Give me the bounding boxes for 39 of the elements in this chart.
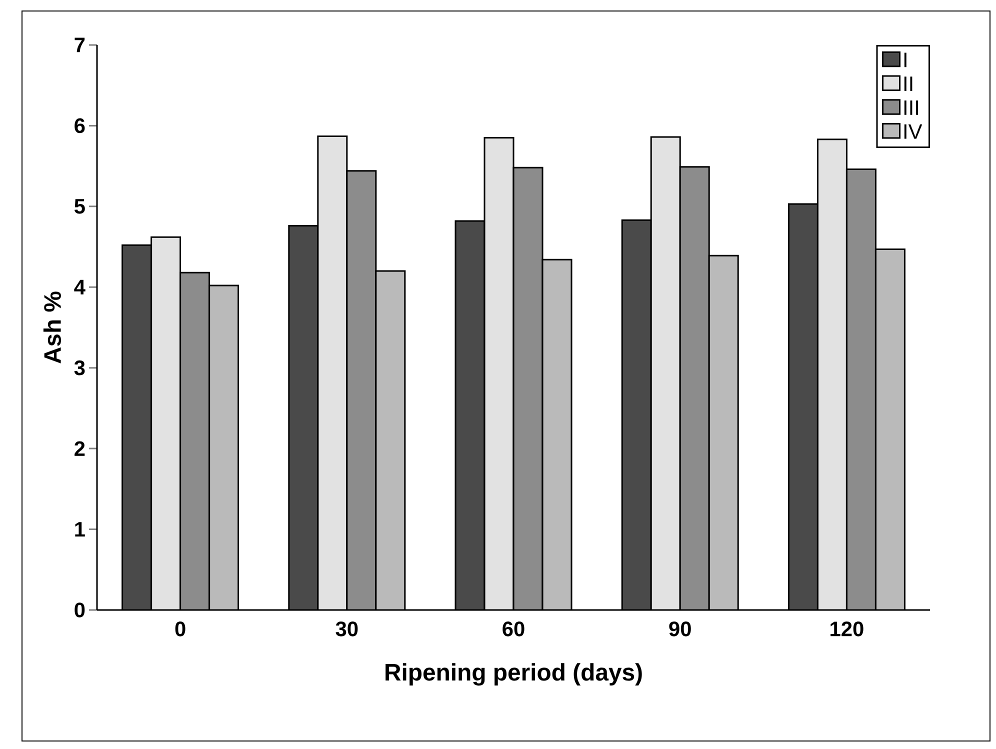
bar — [180, 272, 210, 610]
bar — [122, 245, 152, 610]
bar — [816, 138, 848, 610]
bar — [709, 256, 738, 610]
x-tick-label: 0 — [175, 622, 186, 636]
bar — [788, 203, 818, 610]
y-tick-label: 0 — [74, 602, 85, 618]
bar — [151, 237, 180, 610]
y-tick-label: 1 — [75, 522, 85, 536]
bar — [846, 168, 876, 610]
bar — [376, 270, 405, 610]
bar — [651, 137, 680, 610]
bar — [288, 226, 318, 610]
bar — [484, 138, 514, 610]
bar — [209, 286, 238, 610]
bar — [874, 248, 906, 610]
bar — [680, 166, 710, 610]
legend-label: IV — [904, 124, 922, 139]
x-tick-label: 120 — [830, 622, 864, 636]
y-tick-label: 7 — [74, 38, 85, 52]
bar — [514, 168, 543, 610]
y-tick-label: 6 — [74, 118, 85, 134]
y-tick-label: 5 — [74, 199, 85, 214]
x-tick-label: 90 — [669, 622, 691, 636]
bar — [318, 136, 347, 610]
x-tick-label: 30 — [336, 622, 358, 636]
y-axis-title: Ash % — [43, 292, 62, 364]
legend-label: I — [904, 52, 906, 68]
x-axis-title: Ripening period (days) — [386, 663, 642, 686]
bar — [622, 220, 652, 610]
x-tick-label: 60 — [502, 622, 524, 636]
bar — [456, 220, 485, 610]
bar — [542, 260, 572, 610]
y-tick-label: 2 — [74, 441, 85, 456]
legend-label: II — [904, 76, 912, 91]
y-tick-label: 3 — [74, 360, 85, 376]
bar — [346, 170, 376, 610]
y-tick-label: 4 — [74, 280, 86, 294]
legend-label: III — [904, 100, 918, 115]
